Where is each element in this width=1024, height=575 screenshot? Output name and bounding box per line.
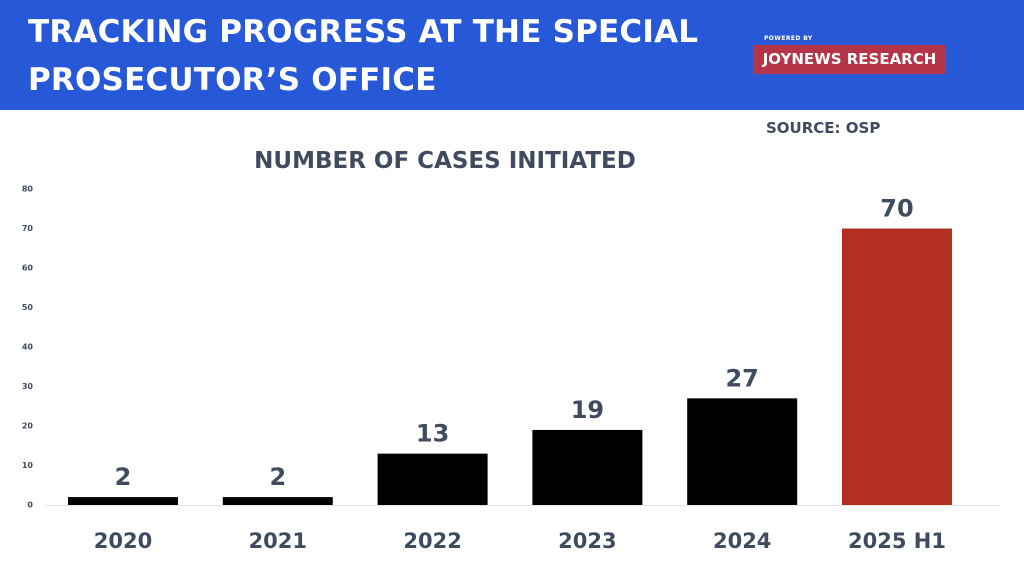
y-tick-label: 50 xyxy=(22,303,34,312)
page-title: TRACKING PROGRESS AT THE SPECIAL PROSECU… xyxy=(28,14,699,98)
x-tick-label: 2020 xyxy=(94,529,152,553)
y-tick-label: 0 xyxy=(27,501,33,510)
source-note: SOURCE: OSP xyxy=(766,119,881,137)
bar xyxy=(222,497,333,505)
bar xyxy=(377,453,488,505)
bar xyxy=(532,429,643,505)
bar xyxy=(842,228,952,505)
chart-title: NUMBER OF CASES INITIATED xyxy=(254,148,636,174)
x-tick-label: 2021 xyxy=(249,529,307,553)
bar xyxy=(68,497,178,505)
data-label: 19 xyxy=(571,396,604,424)
data-label: 27 xyxy=(725,364,758,392)
y-tick-label: 10 xyxy=(22,461,34,470)
x-tick-label: 2023 xyxy=(558,529,616,553)
y-tick-label: 30 xyxy=(22,382,34,391)
x-tick-label: 2022 xyxy=(403,529,461,553)
header-banner: TRACKING PROGRESS AT THE SPECIAL PROSECU… xyxy=(0,0,1024,110)
y-tick-label: 40 xyxy=(22,343,34,352)
y-tick-label: 20 xyxy=(22,422,34,431)
data-label: 70 xyxy=(880,195,913,223)
x-tick-label: 2024 xyxy=(713,529,771,553)
data-label: 13 xyxy=(416,420,449,448)
y-tick-label: 70 xyxy=(22,224,34,233)
y-tick-label: 60 xyxy=(22,264,34,273)
data-label: 2 xyxy=(269,463,286,491)
brand-logo: JOYNEWS RESEARCH xyxy=(753,45,946,74)
powered-by-label: POWERED BY xyxy=(764,35,813,42)
bar xyxy=(687,398,798,505)
y-tick-label: 80 xyxy=(22,185,34,194)
x-tick-label: 2025 H1 xyxy=(848,529,946,553)
data-label: 2 xyxy=(115,463,132,491)
